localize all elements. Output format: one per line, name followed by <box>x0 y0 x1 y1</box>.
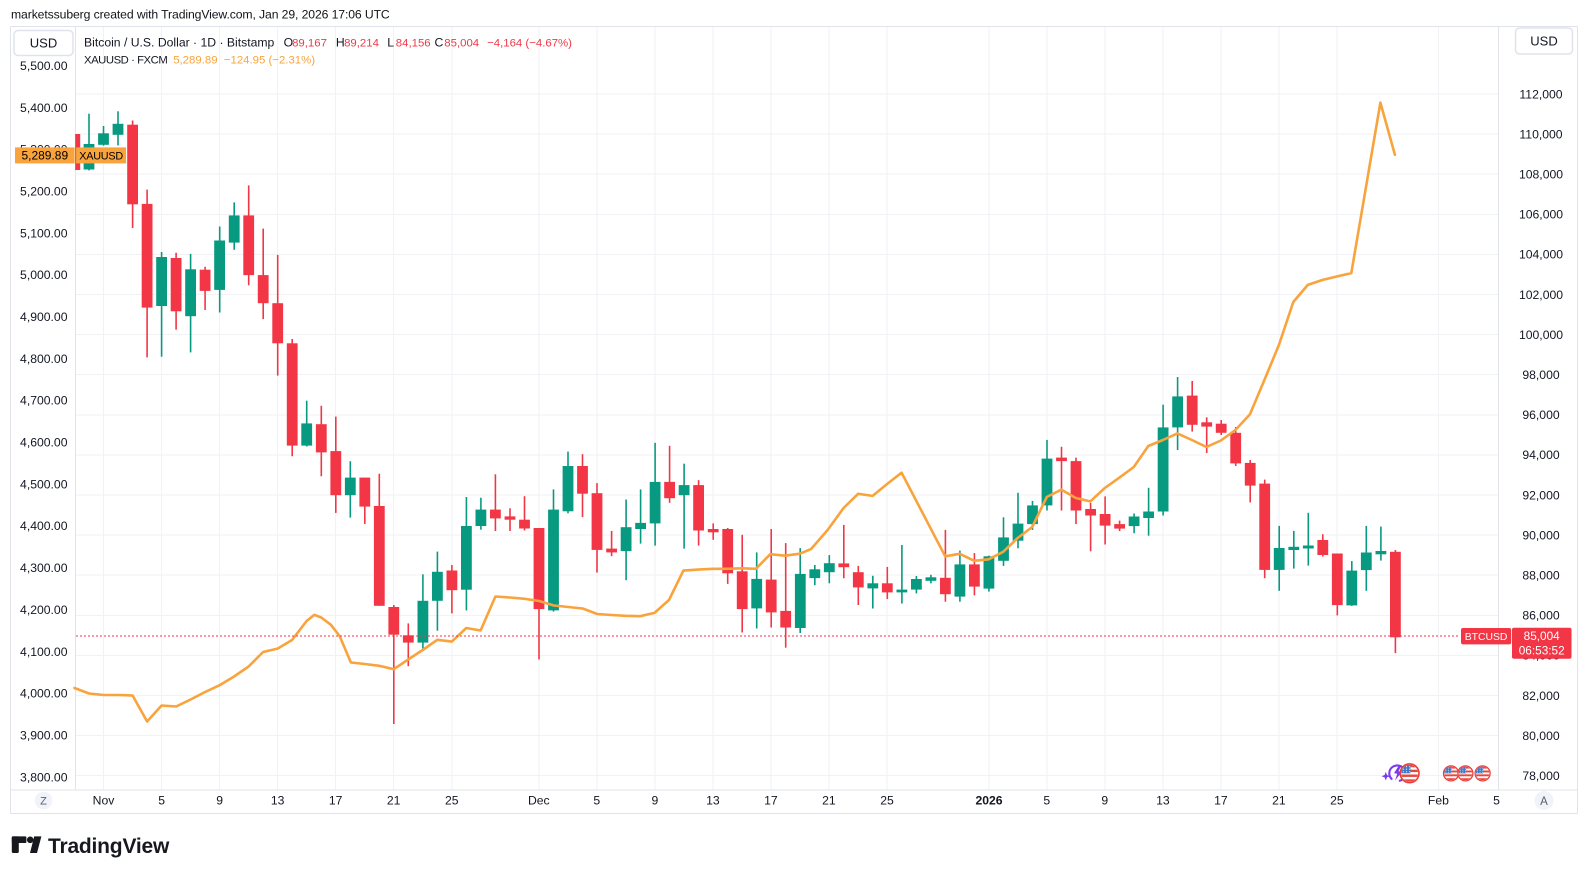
svg-text:112,000: 112,000 <box>1519 87 1562 101</box>
svg-text:5: 5 <box>1493 794 1500 808</box>
svg-text:9: 9 <box>1101 794 1108 808</box>
svg-text:5,200.00: 5,200.00 <box>20 185 68 199</box>
svg-text:100,000: 100,000 <box>1519 328 1563 342</box>
svg-text:O: O <box>284 36 293 50</box>
svg-text:3,900.00: 3,900.00 <box>20 729 68 743</box>
svg-text:21: 21 <box>387 794 401 808</box>
svg-text:Z: Z <box>40 796 47 808</box>
svg-text:5,400.00: 5,400.00 <box>20 101 68 115</box>
svg-text:17: 17 <box>764 794 778 808</box>
svg-text:4,100.00: 4,100.00 <box>20 645 68 659</box>
svg-text:5: 5 <box>593 794 600 808</box>
svg-text:25: 25 <box>1330 794 1344 808</box>
svg-text:25: 25 <box>880 794 894 808</box>
svg-text:4,500.00: 4,500.00 <box>20 477 68 491</box>
svg-text:XAUUSD: XAUUSD <box>79 150 123 162</box>
svg-text:5,289.89: 5,289.89 <box>21 149 68 163</box>
svg-text:5,289.89 −124.95 (−2.31%): 5,289.89 −124.95 (−2.31%) <box>173 55 315 67</box>
svg-text:21: 21 <box>822 794 836 808</box>
svg-text:21: 21 <box>1272 794 1286 808</box>
svg-text:5: 5 <box>1043 794 1050 808</box>
svg-text:4,700.00: 4,700.00 <box>20 394 68 408</box>
svg-text:85,004: 85,004 <box>1524 629 1561 643</box>
svg-text:L: L <box>387 36 394 50</box>
svg-text:80,000: 80,000 <box>1522 729 1559 743</box>
svg-text:TradingView: TradingView <box>48 835 170 858</box>
svg-text:88,000: 88,000 <box>1522 569 1559 583</box>
svg-text:102,000: 102,000 <box>1519 288 1563 302</box>
svg-text:C: C <box>435 36 444 50</box>
svg-text:marketssuberg created with Tra: marketssuberg created with TradingView.c… <box>11 8 390 22</box>
svg-text:Feb: Feb <box>1428 794 1449 808</box>
svg-text:A: A <box>1540 796 1548 808</box>
svg-text:92,000: 92,000 <box>1522 488 1559 502</box>
svg-text:9: 9 <box>652 794 659 808</box>
svg-text:78,000: 78,000 <box>1522 769 1559 783</box>
svg-text:90,000: 90,000 <box>1522 528 1559 542</box>
svg-text:4,200.00: 4,200.00 <box>20 603 68 617</box>
svg-text:104,000: 104,000 <box>1519 248 1563 262</box>
svg-text:13: 13 <box>1156 794 1170 808</box>
svg-text:25: 25 <box>445 794 459 808</box>
svg-text:BTCUSD: BTCUSD <box>1465 632 1508 643</box>
svg-text:86,000: 86,000 <box>1522 609 1559 623</box>
svg-text:89,214: 89,214 <box>344 38 379 50</box>
svg-text:4,000.00: 4,000.00 <box>20 687 68 701</box>
svg-text:9: 9 <box>216 794 223 808</box>
svg-text:Nov: Nov <box>93 794 116 808</box>
svg-text:USD: USD <box>30 36 57 51</box>
svg-text:85,004: 85,004 <box>444 38 479 50</box>
svg-text:82,000: 82,000 <box>1522 689 1559 703</box>
svg-text:4,800.00: 4,800.00 <box>20 352 68 366</box>
svg-text:4,300.00: 4,300.00 <box>20 561 68 575</box>
svg-text:96,000: 96,000 <box>1522 408 1559 422</box>
svg-text:108,000: 108,000 <box>1519 168 1563 182</box>
svg-text:USD: USD <box>1530 34 1557 49</box>
svg-text:5,000.00: 5,000.00 <box>20 268 68 282</box>
svg-text:106,000: 106,000 <box>1519 208 1563 222</box>
svg-text:17: 17 <box>1214 794 1228 808</box>
svg-text:4,400.00: 4,400.00 <box>20 519 68 533</box>
svg-text:4,900.00: 4,900.00 <box>20 310 68 324</box>
svg-text:Bitcoin / U.S. Dollar · 1D · B: Bitcoin / U.S. Dollar · 1D · Bitstamp <box>84 36 275 50</box>
svg-text:98,000: 98,000 <box>1522 368 1559 382</box>
svg-text:89,167: 89,167 <box>292 38 327 50</box>
svg-text:110,000: 110,000 <box>1519 127 1562 141</box>
svg-text:H: H <box>336 36 345 50</box>
svg-text:94,000: 94,000 <box>1522 448 1559 462</box>
svg-text:XAUUSD · FXCM: XAUUSD · FXCM <box>84 55 167 67</box>
svg-text:17: 17 <box>329 794 343 808</box>
svg-text:3,800.00: 3,800.00 <box>20 770 68 784</box>
svg-text:13: 13 <box>706 794 720 808</box>
svg-text:4,600.00: 4,600.00 <box>20 436 68 450</box>
svg-text:5,100.00: 5,100.00 <box>20 226 68 240</box>
svg-text:5,500.00: 5,500.00 <box>20 59 68 73</box>
svg-text:−4,164 (−4.67%): −4,164 (−4.67%) <box>487 38 572 50</box>
svg-text:84,156: 84,156 <box>396 38 431 50</box>
svg-text:2026: 2026 <box>975 794 1002 808</box>
svg-text:13: 13 <box>271 794 285 808</box>
svg-text:Dec: Dec <box>528 794 550 808</box>
svg-text:06:53:52: 06:53:52 <box>1519 643 1565 657</box>
svg-text:5: 5 <box>158 794 165 808</box>
